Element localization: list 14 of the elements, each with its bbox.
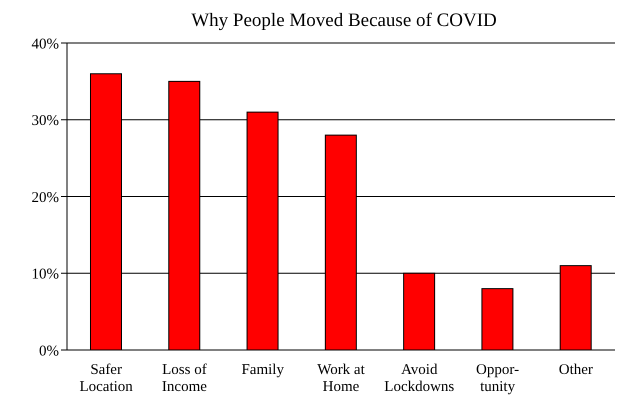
bar [481, 288, 514, 350]
y-tick-label: 10% [32, 266, 59, 283]
y-tick-label: 20% [32, 190, 59, 206]
x-tick-label: Safer Location [79, 362, 134, 395]
x-tick-label: Work at Home [317, 362, 366, 395]
x-tick-label: Avoid Lockdowns [384, 362, 454, 395]
y-tick-label: 40% [32, 36, 59, 52]
y-tick-label: 0% [39, 343, 59, 360]
x-tick-label: Family [241, 362, 284, 378]
chart-title: Why People Moved Because of COVID [190, 10, 498, 32]
x-tick-label: Other [558, 362, 593, 378]
y-tick-label: 30% [32, 113, 59, 130]
x-tick-label: Loss of Income [162, 362, 208, 395]
x-tick-label: Oppor- tunity [476, 362, 520, 395]
